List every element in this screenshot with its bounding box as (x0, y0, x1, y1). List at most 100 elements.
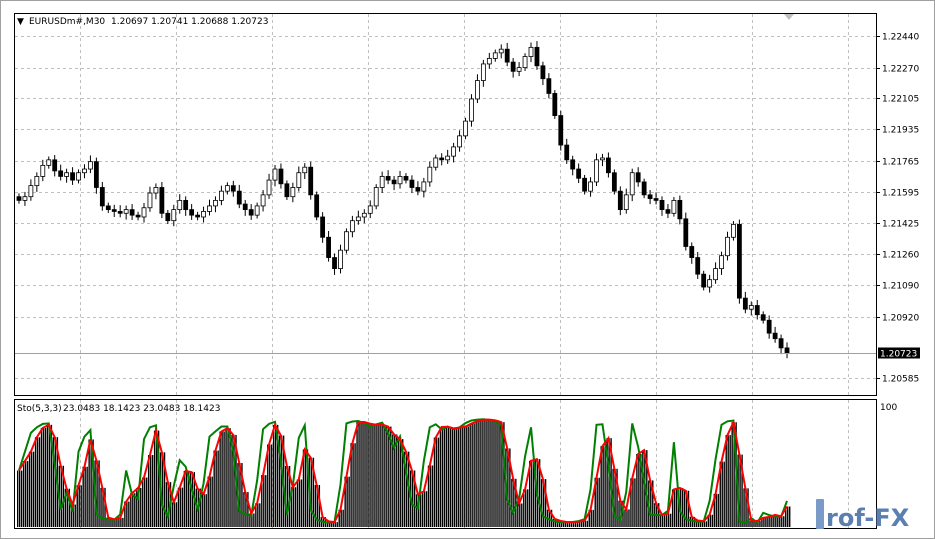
stochastic-bar (167, 482, 170, 527)
stochastic-bar (509, 448, 511, 527)
stochastic-bar (733, 422, 735, 527)
stochastic-bar (681, 487, 684, 527)
candle (707, 274, 713, 293)
candle (248, 204, 254, 220)
candle (582, 174, 587, 195)
stochastic-bar (257, 503, 259, 527)
stochastic-bar (475, 421, 477, 527)
stochastic-bar (669, 513, 672, 527)
stochastic-bar (739, 454, 741, 527)
stochastic-bar (435, 437, 438, 527)
stochastic-bar (42, 427, 45, 527)
stochastic-bar (185, 470, 188, 527)
stochastic-bar (402, 439, 404, 527)
stochastic-bar (314, 485, 317, 527)
price-panel[interactable] (14, 13, 877, 396)
stochastic-bar (749, 520, 751, 527)
candle (379, 171, 385, 194)
stochastic-bar (479, 421, 481, 527)
stochastic-bar (126, 501, 128, 527)
stochastic-bar (594, 477, 596, 527)
price-tick-label: 1.22105 (882, 95, 919, 105)
candle (93, 157, 99, 194)
candle (433, 154, 439, 171)
stochastic-bar (326, 521, 328, 527)
stochastic-bar (171, 502, 174, 527)
stochastic-bar (336, 522, 338, 527)
price-tick-label: 1.21935 (882, 126, 919, 136)
stochastic-bar (352, 443, 354, 527)
candle (594, 153, 599, 187)
stochastic-bar (74, 504, 76, 527)
stochastic-bar (390, 426, 392, 527)
stochastic-bar (161, 452, 164, 527)
stochastic-bar (66, 488, 68, 527)
stochastic-bar (138, 487, 140, 527)
stochastic-bar (40, 427, 43, 527)
stochastic-bar (231, 434, 233, 527)
stochastic-bar (98, 460, 100, 527)
chart-shift-icon[interactable] (784, 14, 794, 20)
stochastic-bar (636, 454, 638, 527)
candle (99, 181, 105, 211)
stochastic-bar (78, 485, 80, 527)
candle (457, 130, 462, 152)
candle (361, 209, 367, 224)
candle (653, 192, 659, 205)
stochastic-bar (112, 519, 114, 527)
stochastic-bar (90, 439, 92, 527)
stochastic-bar (292, 487, 295, 527)
candle (242, 200, 248, 216)
stochastic-bar (116, 519, 118, 527)
stochastic-bar (280, 435, 283, 527)
candle (415, 181, 421, 196)
stochastic-bar (689, 516, 692, 527)
header-menu-icon[interactable]: ▼ (17, 17, 24, 27)
price-axis[interactable]: 1.22440 1.22270 1.22105 1.21935 1.21765 1.215… (876, 33, 919, 385)
stochastic-bar (332, 522, 334, 527)
stochastic-bar (489, 419, 491, 527)
stochastic-bar (503, 422, 505, 527)
indicator-panel[interactable] (14, 399, 877, 529)
candle (46, 156, 52, 169)
stochastic-bar (727, 435, 729, 527)
stochastic-bar (497, 420, 499, 527)
stochastic-bar (356, 422, 358, 527)
candle (278, 163, 284, 189)
candle (171, 204, 177, 227)
stochastic-bar (384, 424, 386, 527)
stochastic-bar (663, 514, 666, 527)
candle (731, 221, 736, 241)
candle (736, 219, 742, 304)
stochastic-bar (217, 450, 219, 527)
stochastic-bar (588, 509, 590, 527)
stochastic-bar (761, 517, 763, 527)
stochastic-bar (130, 493, 132, 527)
stochastic-bar (453, 428, 455, 527)
stochastic-bar (701, 521, 704, 527)
stochastic-bar (229, 428, 231, 527)
stochastic-bar (136, 487, 138, 527)
price-tick-label: 1.21595 (882, 189, 919, 199)
stochastic-bar (769, 516, 771, 527)
indicator-values: 23.0483 18.1423 23.0483 18.1423 (63, 404, 220, 414)
stochastic-bar (261, 475, 263, 527)
stochastic-bar (507, 448, 509, 527)
stochastic-bar (729, 435, 731, 527)
stochastic-bar (707, 514, 710, 527)
candle (70, 167, 75, 185)
stochastic-bar (717, 493, 719, 527)
stochastic-bar (755, 521, 757, 527)
stochastic-bar (759, 521, 761, 527)
stochastic-bar (533, 460, 535, 527)
price-tick-label: 1.21765 (882, 158, 919, 168)
stochastic-bar (675, 489, 678, 527)
stochastic-bar (44, 427, 47, 527)
candle (665, 204, 671, 219)
candle (504, 42, 510, 67)
stochastic-bar (173, 502, 176, 527)
stochastic-bar (211, 476, 213, 527)
candle (34, 172, 40, 192)
candle (236, 184, 242, 209)
